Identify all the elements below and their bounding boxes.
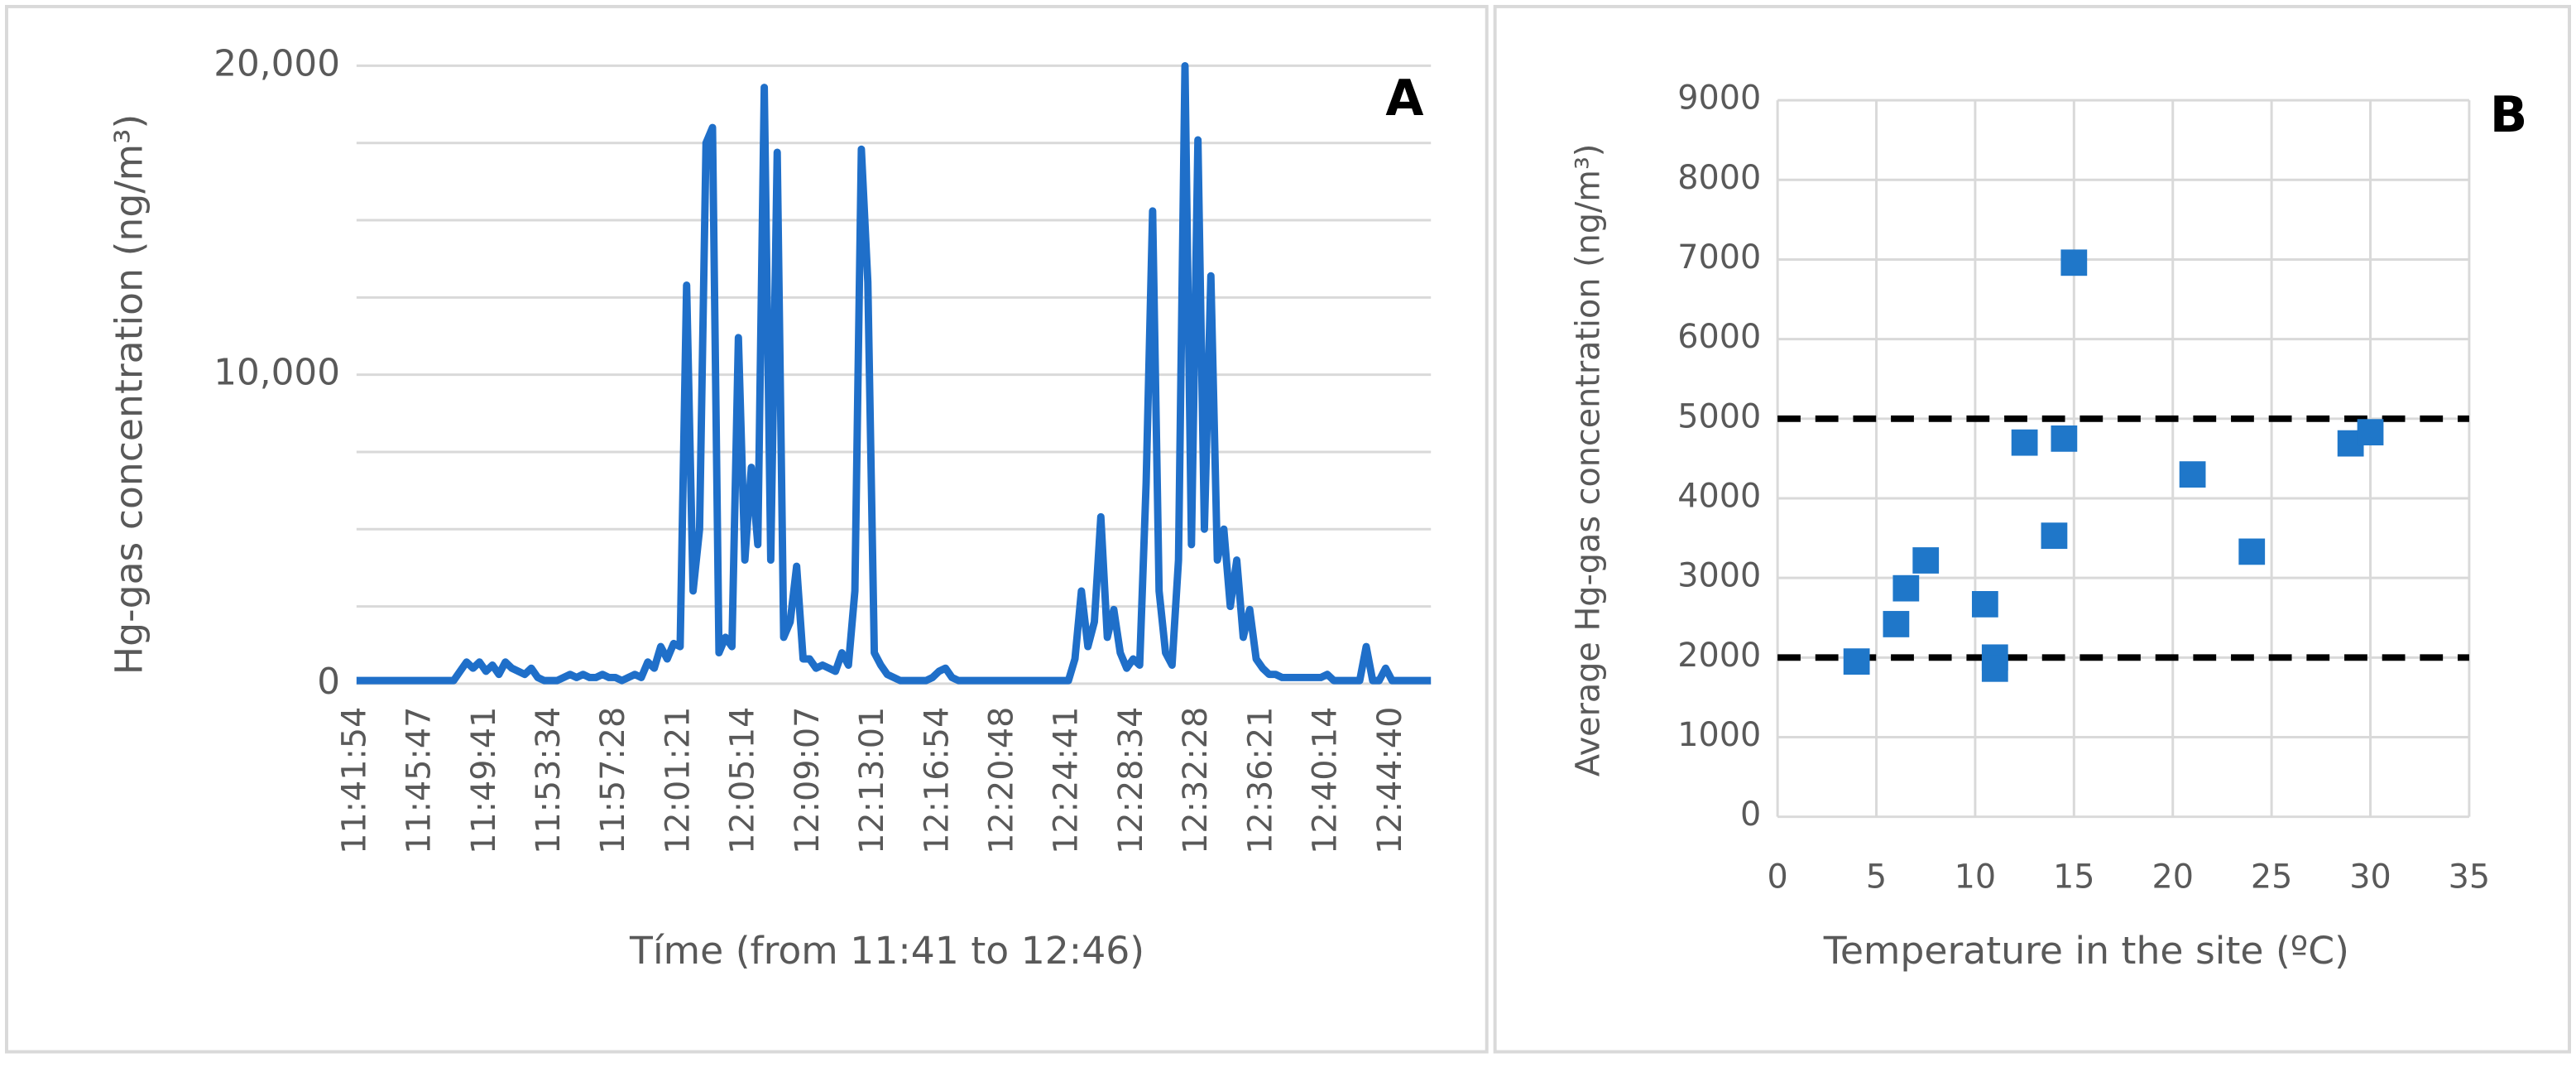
x-tick-label: 11:45:47 (401, 707, 439, 854)
x-tick-label: 12:05:14 (724, 707, 762, 854)
y-tick-label: 7000 (1677, 238, 1761, 276)
y-axis-label: Average Hg-gas concentration (ng/m³) (1569, 144, 1607, 777)
panel-label: A (1385, 70, 1423, 127)
x-tick-label: 12:28:34 (1112, 707, 1150, 854)
scatter-point (2357, 419, 2384, 446)
x-tick-label: 12:20:48 (982, 707, 1020, 854)
x-tick-label: 35 (2449, 858, 2491, 897)
x-tick-label: 12:09:07 (789, 707, 827, 854)
y-tick-label: 0 (1740, 796, 1761, 834)
x-tick-label: 11:57:28 (594, 707, 632, 854)
y-tick-label: 1000 (1677, 716, 1761, 754)
y-axis-label: Hg-gas concentration (ng/m³) (107, 114, 151, 675)
panel-label: B (2490, 87, 2527, 144)
scatter-point (2238, 538, 2266, 565)
panel-b (1493, 4, 2572, 1054)
x-tick-label: 12:01:21 (659, 707, 697, 854)
scatter-point (1843, 648, 1870, 675)
y-tick-label: 20,000 (213, 42, 340, 84)
x-tick-label: 5 (1866, 858, 1887, 897)
x-tick-label: 0 (1767, 858, 1787, 897)
x-tick-label: 12:13:01 (853, 707, 891, 854)
scatter-point (2051, 425, 2078, 452)
x-tick-label: 11:49:41 (465, 707, 503, 854)
y-tick-label: 9000 (1677, 79, 1761, 118)
data-line (356, 61, 1432, 685)
x-tick-label: 11:41:54 (335, 707, 373, 854)
scatter-point (2041, 522, 2068, 550)
x-tick-label: 12:44:40 (1371, 707, 1409, 854)
x-tick-label: 12:36:21 (1241, 707, 1279, 854)
y-tick-label: 4000 (1677, 477, 1761, 515)
x-axis-label: Tíme (from 11:41 to 12:46) (629, 929, 1144, 973)
scatter-point (2011, 429, 2038, 456)
scatter-point (1971, 591, 1998, 618)
y-tick-label: 10,000 (213, 352, 340, 394)
x-tick-label: 12:32:28 (1177, 707, 1215, 854)
scatter-point (2179, 461, 2206, 488)
y-tick-label: 5000 (1677, 397, 1761, 435)
x-axis-label: Temperature in the site (ºC) (1823, 929, 2349, 973)
x-tick-label: 12:16:54 (918, 707, 956, 854)
y-tick-label: 0 (317, 661, 340, 703)
scatter-point (1883, 611, 1910, 637)
x-tick-label: 12:40:14 (1307, 707, 1345, 854)
x-tick-label: 20 (2151, 858, 2194, 897)
scatter-point (1981, 655, 2008, 682)
x-tick-label: 30 (2349, 858, 2391, 897)
scatter-point (1892, 574, 1920, 602)
scatter-point (1912, 547, 1940, 574)
y-tick-label: 6000 (1677, 318, 1761, 356)
x-tick-label: 15 (2053, 858, 2095, 897)
x-tick-label: 11:53:34 (530, 707, 568, 854)
y-tick-label: 8000 (1677, 159, 1761, 197)
y-tick-label: 2000 (1677, 637, 1761, 675)
scatter-point (2060, 249, 2088, 276)
x-tick-label: 10 (1955, 858, 1997, 897)
y-tick-label: 3000 (1677, 557, 1761, 595)
x-tick-label: 12:24:41 (1048, 707, 1086, 854)
x-tick-label: 25 (2251, 858, 2293, 897)
